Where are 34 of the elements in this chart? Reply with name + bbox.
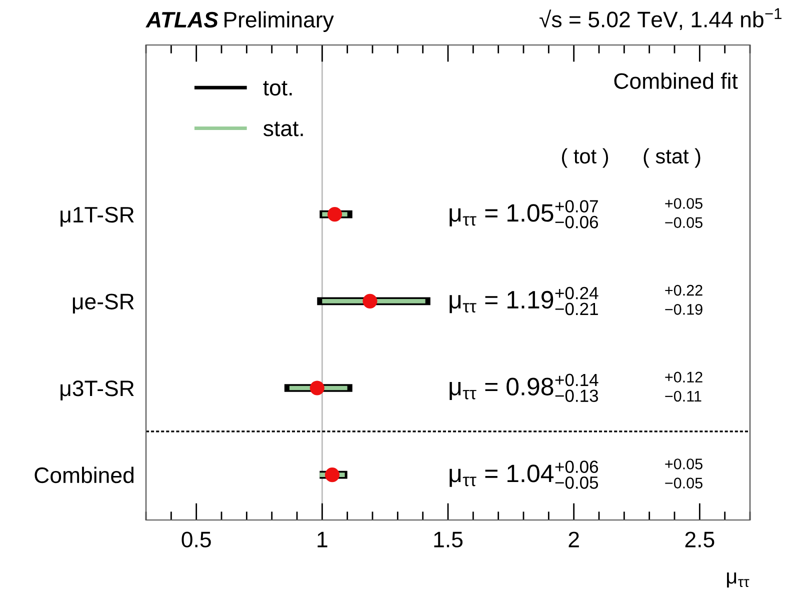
x-tick-label: 1.5: [434, 532, 463, 548]
annotation: +0.05: [665, 198, 702, 209]
x-tick-label: 1: [318, 532, 328, 548]
annotation: −0.05: [665, 217, 702, 228]
y-tick-label: μ1T-SR: [60, 206, 134, 227]
text: Preliminary: [224, 11, 334, 32]
annotation: μ$_{ττ}$ = 1.04$^{+0.06}$$_{−0.05}$: [450, 460, 598, 489]
annotation: μ$_{ττ}$ = 1.19$^{+0.24}$$_{−0.21}$: [450, 286, 598, 316]
y-tick-label: μe-SR: [72, 294, 134, 314]
x-tick-label: 0.5: [182, 532, 211, 548]
annotation: −0.19: [665, 304, 702, 315]
x-tick-label: 2.5: [685, 532, 714, 548]
legend-label: stat.: [263, 122, 303, 136]
text: ( stat ): [644, 148, 700, 168]
point: [362, 294, 378, 308]
x-axis-title: μ$_{ττ}$: [727, 572, 750, 588]
y-tick-label: Combined: [34, 466, 134, 484]
annotation: +0.12: [665, 372, 702, 383]
text: ATLAS: [146, 12, 218, 28]
text: Combined fit: [614, 72, 738, 89]
annotation: −0.11: [665, 390, 702, 402]
annotation: +0.05: [665, 458, 702, 470]
annotation: μ$_{ττ}$ = 0.98$^{+0.14}$$_{−0.13}$: [450, 374, 598, 402]
legend-label: tot.: [263, 80, 292, 96]
annotation: −0.05: [665, 478, 702, 488]
annotation: +0.22: [665, 284, 702, 296]
point: [310, 380, 324, 396]
y-tick-label: μ3T-SR: [60, 380, 134, 400]
point: [327, 207, 342, 222]
annotation: μ$_{ττ}$ = 1.05$^{+0.07}$$_{−0.06}$: [450, 200, 598, 228]
text: √s = 5.02 TeV, 1.44 nb$^{−1}$: [540, 8, 782, 30]
point: [324, 468, 340, 482]
text: ( tot ): [562, 148, 608, 168]
x-tick-label: 2: [568, 532, 579, 548]
